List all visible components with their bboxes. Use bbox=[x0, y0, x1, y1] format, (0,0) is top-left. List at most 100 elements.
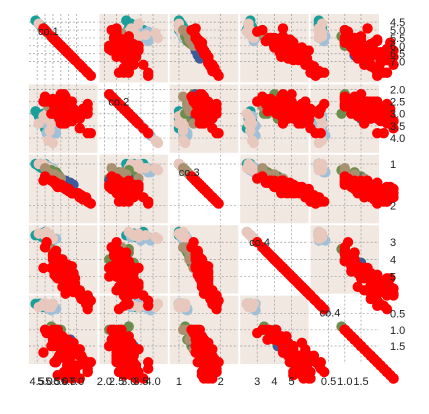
data-point bbox=[194, 273, 206, 284]
data-point bbox=[111, 26, 122, 37]
data-point bbox=[316, 231, 328, 243]
data-point bbox=[39, 162, 51, 174]
data-point bbox=[58, 366, 70, 378]
x-tick-label: 1.5 bbox=[353, 376, 368, 388]
data-point bbox=[243, 18, 254, 29]
data-point bbox=[58, 43, 70, 55]
data-point bbox=[355, 51, 367, 63]
data-point bbox=[82, 366, 93, 378]
data-point bbox=[245, 125, 256, 136]
data-point bbox=[177, 125, 189, 136]
data-point bbox=[33, 301, 44, 313]
data-point bbox=[41, 327, 52, 339]
data-point bbox=[288, 101, 299, 112]
data-point bbox=[143, 198, 154, 209]
data-point bbox=[352, 281, 363, 293]
data-point bbox=[50, 35, 62, 47]
data-point bbox=[150, 28, 161, 39]
y-tick-label: 6.0 bbox=[390, 41, 405, 53]
data-point bbox=[58, 259, 70, 270]
data-point bbox=[41, 26, 52, 37]
data-point bbox=[118, 177, 130, 188]
data-point bbox=[288, 273, 299, 284]
data-point bbox=[196, 43, 208, 55]
x-tick-label: 3.0 bbox=[121, 376, 136, 388]
data-point bbox=[33, 118, 44, 129]
x-tick-label: 6.5 bbox=[61, 376, 76, 388]
data-point bbox=[85, 357, 97, 368]
data-point bbox=[41, 96, 52, 107]
data-point bbox=[270, 35, 282, 47]
data-point bbox=[211, 366, 222, 378]
data-point bbox=[150, 135, 161, 146]
data-point bbox=[293, 366, 304, 378]
data-point bbox=[43, 301, 54, 313]
data-point bbox=[138, 59, 149, 70]
data-point bbox=[246, 301, 258, 313]
data-point bbox=[368, 96, 380, 107]
data-point bbox=[113, 281, 125, 293]
data-point bbox=[82, 290, 93, 301]
data-point bbox=[252, 26, 263, 37]
data-point bbox=[50, 103, 62, 115]
data-point bbox=[381, 366, 393, 378]
data-point bbox=[55, 273, 67, 284]
data-point bbox=[252, 237, 263, 248]
data-point bbox=[316, 28, 328, 39]
data-point bbox=[77, 353, 89, 365]
data-point bbox=[123, 196, 134, 207]
data-point bbox=[310, 128, 321, 139]
data-point bbox=[194, 118, 206, 129]
data-point bbox=[200, 357, 212, 368]
data-point bbox=[143, 128, 154, 139]
labels-layer: co.1co.2co.3co.4co.44.55.05.56.06.57.0 2.… bbox=[30, 17, 406, 388]
data-point bbox=[38, 262, 49, 274]
data-point bbox=[118, 300, 130, 311]
data-point bbox=[106, 162, 117, 174]
x-tick-label: 4.5 bbox=[30, 376, 45, 388]
data-point bbox=[118, 35, 130, 47]
data-point bbox=[381, 51, 393, 63]
data-point bbox=[44, 125, 55, 136]
data-point bbox=[372, 198, 383, 209]
data-point bbox=[192, 334, 203, 345]
data-point bbox=[150, 162, 161, 174]
data-point bbox=[246, 162, 258, 174]
data-point bbox=[349, 35, 360, 47]
data-point bbox=[177, 91, 189, 102]
y-tick-label: 4.0 bbox=[390, 133, 405, 145]
data-point bbox=[111, 327, 122, 339]
x-tick-label: 2.0 bbox=[97, 376, 112, 388]
data-point bbox=[143, 357, 154, 368]
y-tick-label: 1 bbox=[390, 159, 396, 171]
data-point bbox=[342, 26, 354, 37]
data-point bbox=[188, 237, 199, 248]
data-point bbox=[123, 67, 134, 78]
data-point bbox=[177, 24, 189, 36]
data-point bbox=[388, 373, 399, 384]
data-point bbox=[150, 231, 161, 243]
x-tick-label: 3 bbox=[254, 376, 260, 388]
data-point bbox=[121, 43, 132, 55]
data-point bbox=[111, 96, 122, 107]
data-point bbox=[118, 103, 130, 115]
y-tick-label: 0.5 bbox=[390, 309, 405, 321]
data-point bbox=[133, 278, 144, 289]
data-point bbox=[305, 196, 316, 207]
y-tick-label: 3.0 bbox=[390, 109, 405, 121]
data-point bbox=[133, 179, 144, 191]
data-point bbox=[66, 340, 78, 352]
y-tick-label: 4 bbox=[390, 254, 396, 266]
data-point bbox=[241, 108, 253, 119]
data-point bbox=[66, 366, 78, 378]
data-point bbox=[118, 255, 130, 267]
diag-label-col3: co.3 bbox=[179, 167, 200, 179]
data-point bbox=[133, 366, 144, 378]
data-point bbox=[133, 40, 144, 52]
data-point bbox=[252, 96, 263, 107]
data-point bbox=[41, 237, 52, 248]
data-point bbox=[310, 357, 321, 368]
data-point bbox=[74, 344, 85, 355]
data-point bbox=[349, 103, 360, 115]
data-point bbox=[293, 118, 304, 129]
